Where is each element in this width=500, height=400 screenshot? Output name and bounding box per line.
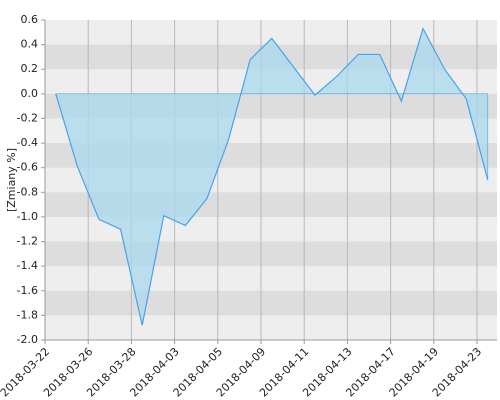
y-tick-label: -0.6 — [17, 161, 38, 174]
y-tick-label: -1.8 — [17, 308, 38, 321]
y-axis-label: [Zmiany %] — [5, 148, 18, 212]
y-tick-label: -1.0 — [17, 210, 38, 223]
line — [55, 27, 489, 326]
y-tick-label: 0.4 — [21, 38, 39, 51]
y-tick-label: -1.2 — [17, 235, 38, 248]
y-tick-label: -0.8 — [17, 185, 38, 198]
y-tick-label: -0.2 — [17, 111, 38, 124]
y-tick-label: -2.0 — [17, 333, 38, 346]
grid-band — [45, 241, 497, 267]
y-tick-label: 0.2 — [21, 62, 39, 75]
grid-band — [45, 290, 497, 316]
y-tick-label: 0.6 — [21, 13, 39, 26]
y-tick-label: -1.4 — [17, 259, 38, 272]
y-tick-label: -0.4 — [17, 136, 38, 149]
y-tick-label: 0.0 — [21, 87, 39, 100]
y-tick-label: -1.6 — [17, 284, 38, 297]
